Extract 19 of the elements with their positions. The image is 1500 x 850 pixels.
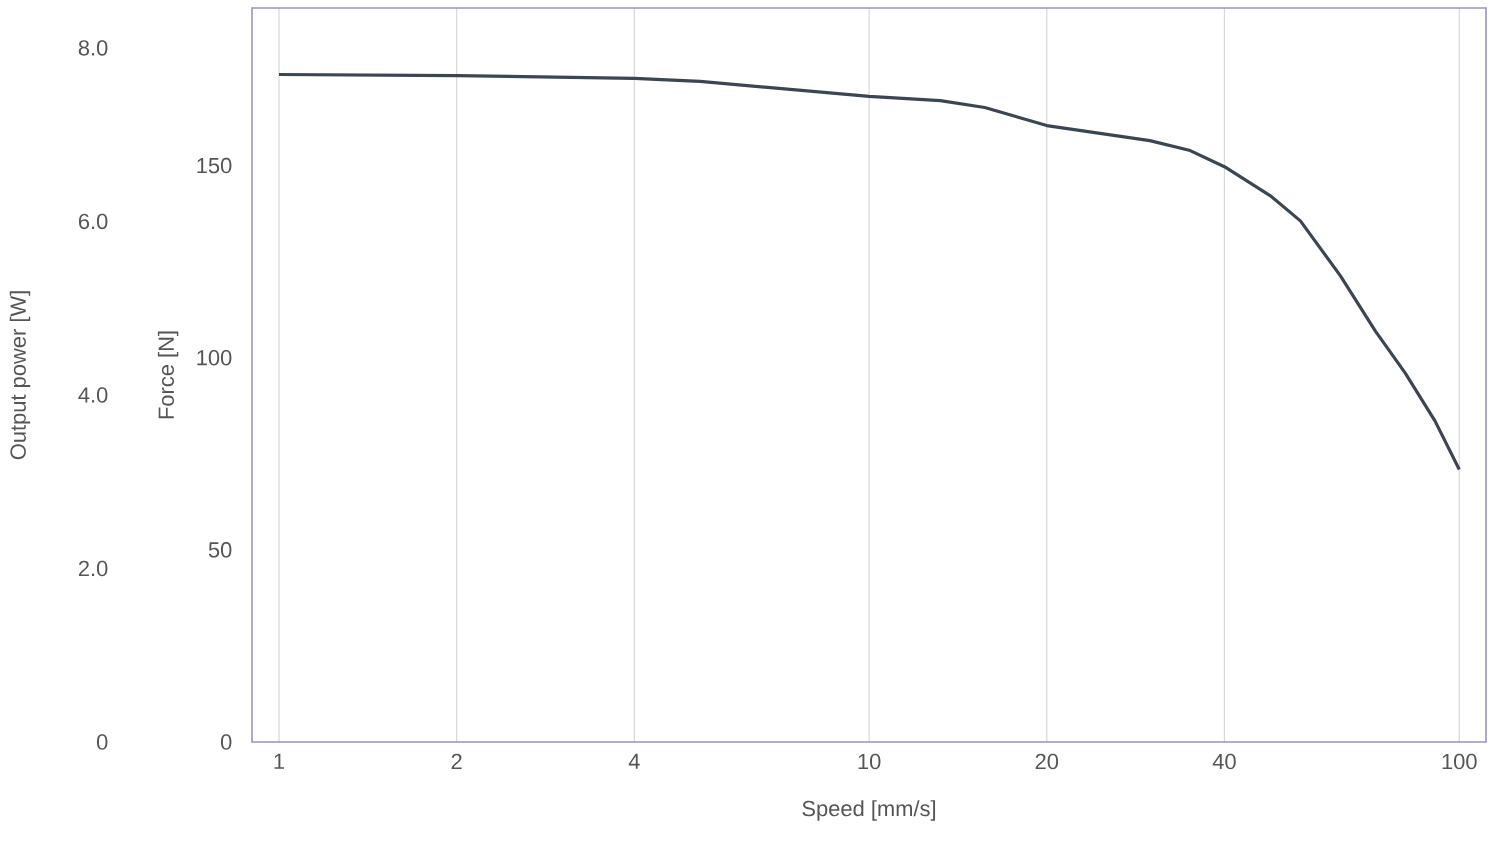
y-tick-label: 0	[220, 734, 232, 750]
y2-tick-label: 0	[96, 734, 108, 750]
x-tick-label: 2	[451, 753, 462, 770]
x-tick-label: 10	[858, 753, 881, 770]
y2-tick-label: 4.0	[78, 387, 108, 403]
y-tick-label: 150	[197, 157, 232, 174]
y2-tick-label: 6.0	[78, 213, 108, 230]
x-tick-label: 20	[1035, 753, 1059, 770]
y2-tick-label: 2.0	[78, 560, 108, 577]
x-tick-label: 40	[1212, 753, 1236, 770]
y-tick-label: 50	[208, 542, 232, 558]
y-axis-title: Force [N]	[157, 331, 179, 419]
x-tick-label: 4	[628, 753, 640, 769]
y2-axis-title: Output power [W]	[9, 291, 31, 460]
y-tick-label: 100	[197, 349, 232, 366]
x-axis-title: Speed [mm/s]	[802, 800, 936, 821]
x-tick-label: 100	[1442, 753, 1477, 770]
x-tick-label: 1	[274, 753, 285, 769]
y2-tick-label: 8.0	[78, 40, 108, 56]
